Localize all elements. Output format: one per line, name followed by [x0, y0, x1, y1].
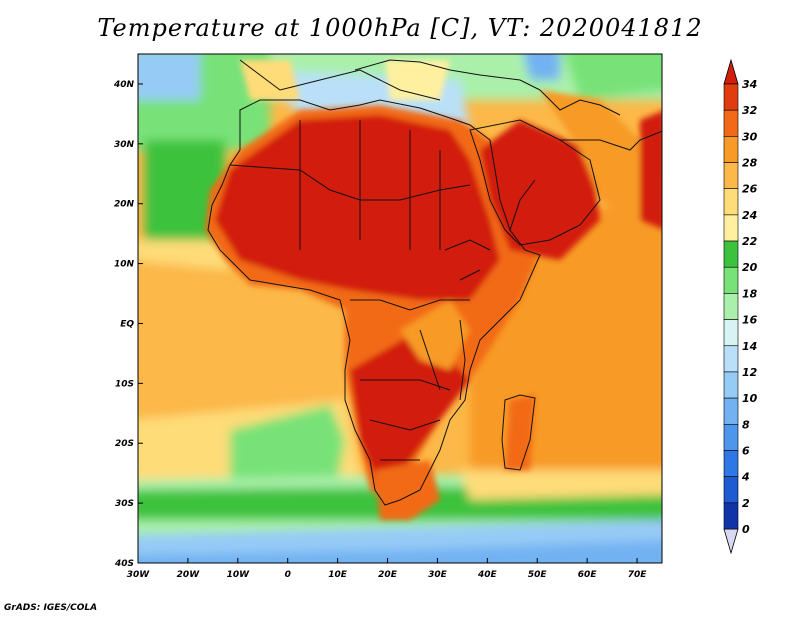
- colorbar-swatch: [723, 109, 739, 137]
- colorbar-label: 10: [742, 392, 758, 405]
- colorbar-swatch: [723, 162, 739, 190]
- temperature-field: [138, 54, 662, 563]
- lat-tick-label: 20S: [115, 439, 134, 449]
- lon-tick-label: 30W: [127, 570, 151, 580]
- colorbar-label: 0: [742, 523, 750, 536]
- colorbar-label: 24: [742, 209, 757, 222]
- lon-tick-label: 50E: [528, 570, 548, 580]
- colorbar-swatch: [723, 502, 739, 530]
- colorbar-label: 28: [742, 157, 758, 170]
- coastlines: [207, 59, 662, 506]
- colorbar-label: 22: [742, 235, 758, 248]
- lon-tick-label: 20W: [177, 570, 201, 580]
- colorbar-label: 8: [742, 418, 750, 431]
- lat-tick-label: 40S: [114, 559, 134, 569]
- colorbar-label: 32: [742, 104, 758, 117]
- colorbar-label: 12: [742, 366, 758, 379]
- colorbar-swatch: [723, 188, 739, 216]
- lon-tick-label: 10E: [328, 570, 348, 580]
- lat-tick-label: 20N: [114, 200, 135, 210]
- axis-ticks: 30W 20W 10W 0 10E 20E 30E 40E 50E 60E 70E 40N 30N 20N…: [113, 80, 647, 580]
- map-title: Temperature at 1000hPa [C], VT: 20200418…: [97, 14, 703, 42]
- lat-tick-label: EQ: [120, 319, 134, 329]
- colorbar-swatch: [723, 319, 739, 347]
- lat-tick-label: 30S: [115, 499, 134, 509]
- lat-tick-label: 40N: [113, 80, 135, 90]
- colorbar-label: 6: [742, 444, 750, 457]
- colorbar-label: 20: [742, 261, 758, 274]
- colorbar-label: 18: [742, 287, 758, 300]
- map-frame: [137, 53, 663, 564]
- colorbar-top-arrow: [723, 58, 739, 85]
- colorbar-label: 26: [742, 183, 758, 196]
- lon-tick-label: 40E: [477, 570, 498, 580]
- lon-tick-label: 70E: [628, 570, 648, 580]
- colorbar-label: 16: [742, 314, 758, 327]
- colorbar-label: 14: [742, 340, 757, 353]
- colorbar-bottom-arrow: [723, 528, 739, 555]
- colorbar-swatch: [723, 293, 739, 320]
- colorbar-swatch: [723, 476, 739, 504]
- colorbar-swatch: [723, 214, 739, 242]
- lat-tick-label: 10S: [115, 379, 134, 389]
- colorbar-swatch: [723, 423, 739, 451]
- lon-tick-label: 10W: [227, 570, 251, 580]
- colorbar-swatch: [723, 397, 739, 425]
- colorbar-label: 30: [742, 130, 758, 143]
- colorbar-swatch: [723, 266, 739, 294]
- colorbar-swatch: [723, 371, 739, 399]
- colorbar-swatch: [723, 240, 739, 268]
- colorbar-swatch: [723, 136, 739, 163]
- lon-tick-label: 60E: [578, 570, 598, 580]
- lon-tick-label: 30E: [428, 570, 448, 580]
- lat-tick-label: 30N: [114, 140, 135, 150]
- colorbar-swatch: [723, 83, 739, 111]
- lon-tick-label: 20E: [378, 570, 398, 580]
- lon-tick-label: 0: [285, 570, 291, 580]
- colorbar-label: 34: [742, 78, 757, 91]
- colorbar-label: 4: [741, 471, 750, 484]
- colorbar-label: 2: [742, 497, 750, 510]
- colorbar-swatch: [723, 345, 739, 373]
- credit-label: GrADS: IGES/COLA: [4, 603, 98, 613]
- lat-tick-label: 10N: [114, 260, 135, 270]
- colorbar-swatch: [723, 450, 739, 477]
- temperature-map-figure: 30W 20W 10W 0 10E 20E 30E 40E 50E 60E 70E 40N 30N 20N…: [113, 53, 758, 580]
